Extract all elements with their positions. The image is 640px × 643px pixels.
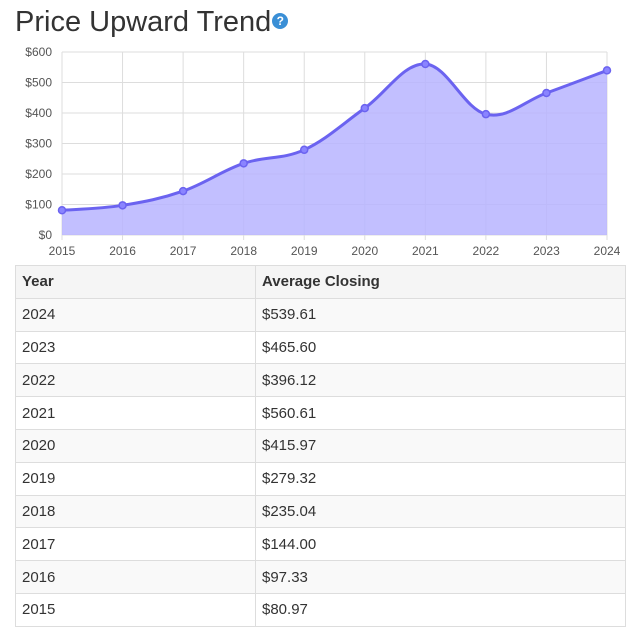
average-closing-cell: $80.97 bbox=[255, 592, 626, 627]
table-body: 2024 $539.61 2023 $465.60 2022 $396.12 2021 $56… bbox=[15, 297, 626, 627]
table-row: 2018 $235.04 bbox=[15, 494, 626, 529]
header-average-closing: Average Closing bbox=[255, 265, 626, 299]
data-point-2020[interactable] bbox=[360, 103, 370, 113]
year-cell: 2017 bbox=[15, 527, 256, 562]
data-point-2017[interactable] bbox=[178, 186, 188, 196]
y-tick-label: $400 bbox=[25, 106, 52, 120]
price-table: Year Average Closing 2024 $539.61 2023 $465… bbox=[15, 265, 626, 627]
table-row: 2019 $279.32 bbox=[15, 461, 626, 496]
year-cell: 2015 bbox=[15, 592, 256, 627]
year-cell: 2016 bbox=[15, 560, 256, 594]
average-closing-cell: $465.60 bbox=[255, 330, 626, 365]
table-row: 2017 $144.00 bbox=[15, 527, 626, 562]
data-point-2016[interactable] bbox=[118, 201, 127, 210]
x-tick-label: 2016 bbox=[109, 244, 136, 258]
x-tick-label: 2022 bbox=[473, 244, 500, 258]
data-point-2021[interactable] bbox=[421, 59, 430, 69]
year-cell: 2018 bbox=[15, 494, 256, 529]
x-tick-label: 2023 bbox=[533, 244, 560, 258]
data-point-2024[interactable] bbox=[602, 66, 612, 75]
table-row: 2023 $465.60 bbox=[15, 330, 626, 365]
y-tick-label: $100 bbox=[25, 198, 52, 212]
x-axis-ticks: 2015 2016 2017 2018 2019 2020 2021 2022 2023 2024 bbox=[49, 244, 621, 258]
question-circle-icon[interactable]: ? bbox=[272, 13, 289, 30]
price-area-chart: $0$100$200$300$400$500$600 2015 2016 2017 2… bbox=[25, 45, 621, 258]
y-tick-label: $200 bbox=[25, 167, 52, 181]
y-tick-label: $600 bbox=[25, 45, 52, 59]
average-closing-cell: $396.12 bbox=[255, 363, 626, 398]
year-cell: 2023 bbox=[15, 330, 256, 365]
year-cell: 2024 bbox=[15, 297, 256, 332]
average-closing-cell: $235.04 bbox=[255, 494, 626, 529]
chart-title: Price Upward Trend? bbox=[15, 3, 289, 41]
average-closing-cell: $279.32 bbox=[255, 461, 626, 496]
data-point-2019[interactable] bbox=[299, 145, 309, 155]
data-point-2022[interactable] bbox=[481, 109, 491, 119]
series-line bbox=[61, 62, 608, 212]
table-row: 2022 $396.12 bbox=[15, 363, 626, 398]
table-row: 2015 $80.97 bbox=[15, 592, 626, 627]
average-closing-cell: $560.61 bbox=[255, 396, 626, 430]
y-tick-label: $500 bbox=[25, 76, 52, 90]
average-closing-cell: $415.97 bbox=[255, 428, 626, 463]
x-tick-label: 2019 bbox=[291, 244, 318, 258]
average-closing-cell: $97.33 bbox=[255, 560, 626, 594]
year-cell: 2020 bbox=[15, 428, 256, 463]
x-tick-label: 2024 bbox=[594, 244, 621, 258]
table-row: 2024 $539.61 bbox=[15, 297, 626, 332]
x-tick-label: 2021 bbox=[412, 244, 439, 258]
year-cell: 2019 bbox=[15, 461, 256, 496]
table-row: 2016 $97.33 bbox=[15, 560, 626, 594]
data-points bbox=[57, 59, 612, 215]
data-point-2018[interactable] bbox=[239, 159, 248, 168]
x-tick-label: 2017 bbox=[170, 244, 197, 258]
area-fill bbox=[62, 63, 607, 235]
table-header-row: Year Average Closing bbox=[15, 265, 626, 299]
data-point-2023[interactable] bbox=[542, 88, 551, 98]
table-row: 2021 $560.61 bbox=[15, 396, 626, 430]
average-closing-cell: $144.00 bbox=[255, 527, 626, 562]
average-closing-cell: $539.61 bbox=[255, 297, 626, 332]
table-row: 2020 $415.97 bbox=[15, 428, 626, 463]
header-year: Year bbox=[15, 265, 256, 299]
y-axis-ticks: $0 $100 $200 $300 $400 $500 $600 bbox=[25, 45, 52, 242]
x-tick-label: 2020 bbox=[351, 244, 378, 258]
year-cell: 2021 bbox=[15, 396, 256, 430]
year-cell: 2022 bbox=[15, 363, 256, 398]
data-point-2015[interactable] bbox=[57, 206, 67, 215]
y-tick-label: $300 bbox=[25, 137, 52, 151]
x-tick-label: 2015 bbox=[49, 244, 76, 258]
chart-title-text: Price Upward Trend bbox=[15, 6, 272, 38]
y-tick-label: $0 bbox=[39, 228, 53, 242]
x-tick-label: 2018 bbox=[230, 244, 257, 258]
